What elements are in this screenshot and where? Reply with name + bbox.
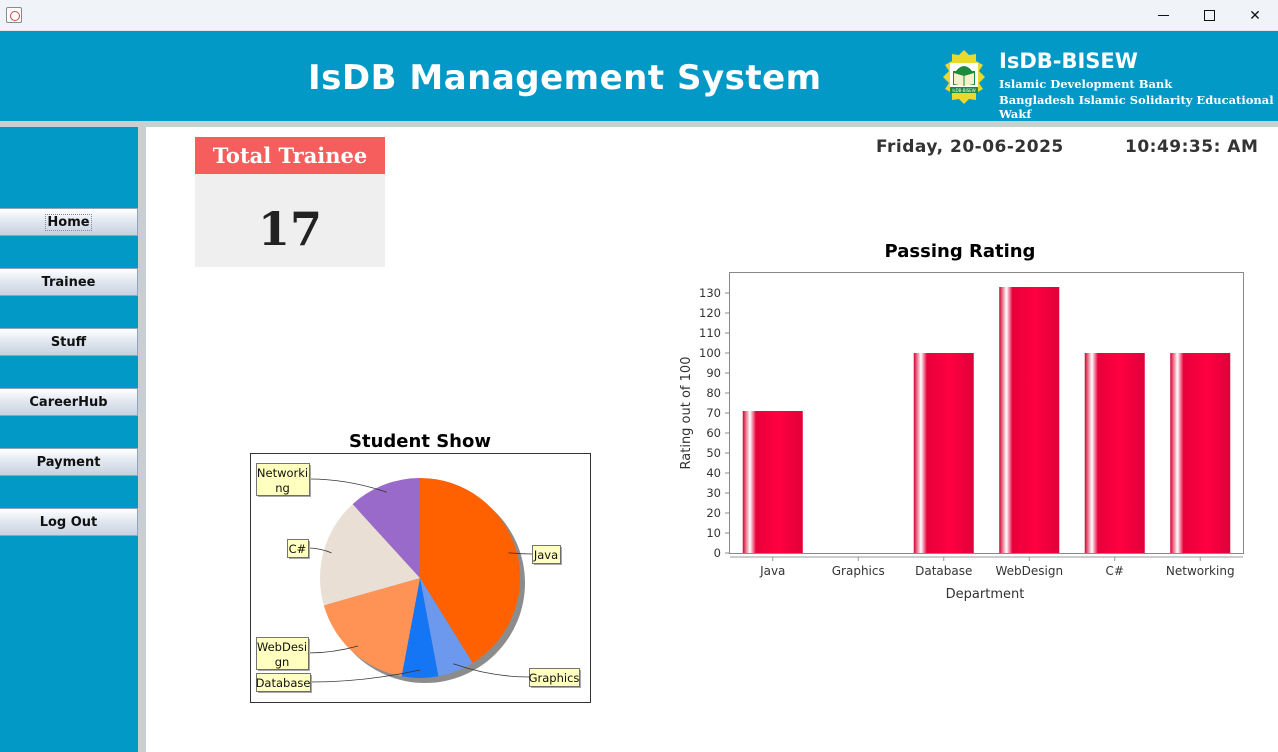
- sidebar-item-label: Log Out: [39, 514, 98, 530]
- bar-java: [742, 411, 803, 553]
- pie-chart: Java Graphics Database WebDesign C# Networkin…: [256, 463, 581, 693]
- total-trainee-title: Total Trainee: [195, 137, 385, 174]
- current-time: 10:49:35: AM: [1125, 137, 1259, 157]
- current-date: Friday, 20-06-2025: [876, 137, 1064, 157]
- y-tick-label: 40: [706, 466, 721, 480]
- java-app-icon: [6, 7, 22, 23]
- app-title: IsDB Management System: [308, 58, 822, 98]
- sidebar-item-label: Trainee: [41, 274, 96, 290]
- y-tick-label: 130: [699, 286, 721, 300]
- x-tick-label: Networking: [1166, 564, 1235, 578]
- sidebar-item-label: Stuff: [50, 334, 87, 350]
- bar-chart-ylabel: Rating out of 100: [679, 357, 694, 470]
- bar-csharp: [1084, 353, 1145, 553]
- sidebar-item-label: Home: [45, 213, 92, 231]
- x-tick-label: Database: [915, 564, 972, 578]
- pie-label-text: gn: [275, 655, 290, 669]
- pie-label-box: [532, 545, 561, 564]
- y-tick-label: 70: [706, 406, 721, 420]
- pie-slice-csharp: [320, 504, 420, 606]
- sidebar-home-button[interactable]: Home: [0, 208, 138, 236]
- close-icon: ✕: [1249, 7, 1261, 24]
- pie-slice-networking: [352, 478, 420, 578]
- pie-label-text: Database: [256, 676, 311, 690]
- pie-callout-line: [307, 645, 359, 654]
- x-tick-label: C#: [1106, 564, 1124, 578]
- pie-slice-database: [401, 578, 439, 678]
- maximize-button[interactable]: [1186, 0, 1232, 31]
- org-full-name-line2: Bangladesh Islamic Solidarity Educationa…: [999, 93, 1274, 121]
- pie-callout-line: [308, 478, 387, 493]
- bar-database: [913, 353, 974, 553]
- pie-callout-line: [508, 552, 533, 555]
- sidebar-trainee-button[interactable]: Trainee: [0, 268, 138, 296]
- minimize-button[interactable]: [1140, 0, 1186, 31]
- sidebar-item-label: CareerHub: [29, 394, 108, 410]
- book-dome-logo-icon: IsDB-BISEW: [943, 50, 985, 104]
- maximize-icon: [1203, 10, 1215, 21]
- sidebar-divider: [138, 127, 146, 752]
- pie-label-text: WebDesi: [257, 640, 307, 654]
- sidebar-careerhub-button[interactable]: CareerHub: [0, 388, 138, 416]
- y-tick-label: 90: [706, 366, 721, 380]
- x-tick-label: Java: [759, 564, 785, 578]
- pie-slice-java: [420, 478, 520, 664]
- total-trainee-card: Total Trainee 17: [195, 137, 385, 267]
- y-tick-label: 50: [706, 446, 721, 460]
- x-tick-label: WebDesign: [995, 564, 1063, 578]
- pie-label-box: [287, 539, 309, 558]
- bar-networking: [1170, 353, 1231, 553]
- y-tick-label: 30: [706, 486, 721, 500]
- window-titlebar: ✕: [0, 0, 1278, 31]
- pie-chart-title: Student Show: [349, 431, 491, 452]
- app-header: IsDB Management System IsDB-BISEW IsDB-B…: [0, 31, 1278, 121]
- sidebar: Home Trainee Stuff CareerHub Payment Log…: [0, 127, 138, 752]
- bar-webdesign: [999, 287, 1060, 553]
- pie-label-text: Java: [533, 548, 558, 562]
- y-tick-label: 60: [706, 426, 721, 440]
- y-tick-label: 100: [699, 346, 721, 360]
- pie-label-text: Networki: [257, 466, 308, 480]
- pie-slice-webdesign: [323, 578, 420, 677]
- minimize-icon: [1157, 15, 1169, 16]
- pie-callout-line: [309, 669, 421, 683]
- y-tick-label: 120: [699, 306, 721, 320]
- org-full-name-line1: Islamic Development Bank: [999, 77, 1173, 91]
- org-short-name: IsDB-BISEW: [999, 49, 1138, 73]
- sidebar-item-label: Payment: [36, 454, 101, 470]
- sidebar-logout-button[interactable]: Log Out: [0, 508, 138, 536]
- y-tick-label: 110: [699, 326, 721, 340]
- pie-label-text: Graphics: [529, 671, 580, 685]
- y-tick-label: 0: [714, 546, 721, 560]
- x-tick-label: Graphics: [832, 564, 885, 578]
- pie-label-box: [529, 668, 580, 687]
- close-button[interactable]: ✕: [1232, 0, 1278, 31]
- bar-chart: 0 10 20 30 40 50 60 70 80 90 100 110 120 130 Java Graph…: [699, 286, 1243, 578]
- header-divider: [0, 121, 1278, 127]
- pie-label-box: [256, 673, 311, 692]
- pie-label-box: [256, 637, 309, 670]
- pie-label-text: ng: [275, 481, 290, 495]
- bar-chart-title: Passing Rating: [885, 241, 1036, 262]
- bar-plot-area: [729, 272, 1244, 554]
- y-tick-label: 20: [706, 506, 721, 520]
- sidebar-payment-button[interactable]: Payment: [0, 448, 138, 476]
- bar-chart-xlabel: Department: [946, 587, 1025, 602]
- pie-slice-graphics: [420, 578, 473, 677]
- logo-text: IsDB-BISEW: [952, 88, 975, 93]
- sidebar-stuff-button[interactable]: Stuff: [0, 328, 138, 356]
- total-trainee-count: 17: [257, 202, 322, 256]
- pie-callout-line: [453, 663, 530, 678]
- y-tick-label: 10: [706, 526, 721, 540]
- pie-label-box: [256, 463, 310, 496]
- pie-label-text: C#: [289, 542, 307, 556]
- y-tick-label: 80: [706, 386, 721, 400]
